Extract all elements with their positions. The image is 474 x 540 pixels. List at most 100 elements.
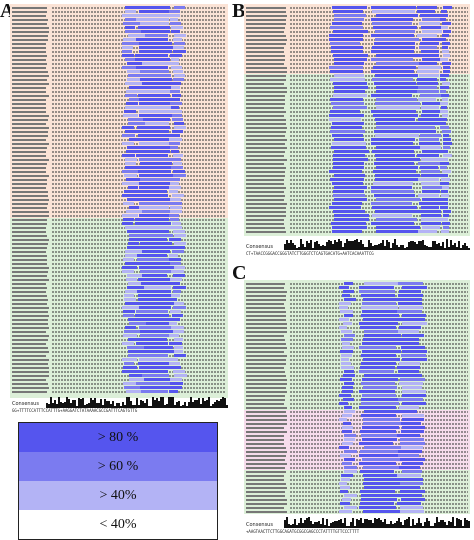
consensus-bar [418, 241, 420, 250]
conserved-block [361, 362, 396, 365]
sequence-label [246, 130, 286, 133]
conserved-block [375, 102, 420, 105]
conserved-block [443, 6, 452, 9]
consensus-bar [414, 525, 416, 528]
conserved-block [359, 286, 394, 289]
sequence-label [246, 18, 286, 21]
sequence-label [12, 162, 47, 165]
conserved-block [422, 18, 443, 21]
alignment-row [10, 234, 228, 237]
conserved-block [124, 330, 140, 333]
consensus-bar [84, 405, 86, 408]
consensus-bar [80, 399, 82, 408]
alignment-row [244, 62, 470, 65]
alignment-row [244, 90, 470, 93]
consensus-bar [324, 246, 326, 250]
conserved-block [401, 354, 426, 357]
sequence-label [12, 222, 47, 225]
conserved-block [330, 70, 363, 73]
alignment-row [10, 362, 228, 365]
consensus-bar [444, 248, 446, 250]
conserved-block [362, 350, 401, 353]
conserved-block [440, 38, 446, 41]
conserved-block [172, 114, 182, 117]
conserved-block [440, 162, 449, 165]
consensus-bar [326, 519, 328, 528]
conserved-block [169, 322, 177, 325]
conserved-block [122, 194, 135, 197]
sequence-label [12, 38, 48, 41]
alignment-row [10, 86, 228, 89]
conserved-block [364, 410, 400, 413]
conserved-block [135, 58, 170, 61]
conserved-block [127, 246, 138, 249]
conserved-block [138, 6, 170, 9]
conserved-block [344, 494, 357, 497]
conserved-block [340, 454, 351, 457]
conserved-block [171, 326, 184, 329]
conserved-block [170, 158, 181, 161]
consensus-bar [370, 520, 372, 528]
alignment-row [244, 202, 470, 205]
conserved-block [440, 90, 446, 93]
alignment-row [244, 362, 470, 365]
alignment-row [244, 394, 470, 397]
conserved-block [402, 314, 426, 317]
conserved-block [371, 110, 416, 113]
sequence-label [246, 210, 286, 213]
conserved-block [443, 138, 451, 141]
consensus-bar [150, 406, 152, 408]
conserved-block [443, 134, 449, 137]
consensus-bar [456, 518, 458, 528]
conserved-block [123, 22, 140, 25]
sequence-label [12, 242, 48, 245]
alignment-row [244, 478, 470, 481]
conserved-block [344, 382, 354, 385]
alignment-row [244, 78, 470, 81]
conserved-block [125, 18, 136, 21]
conserved-block [139, 50, 172, 53]
conserved-block [171, 26, 183, 29]
alignment-row [10, 50, 228, 53]
conserved-block [442, 130, 451, 133]
conserved-block [372, 214, 412, 217]
sequence-label [246, 14, 287, 17]
sequence-label [246, 226, 285, 229]
conserved-block [129, 206, 139, 209]
alignment-row [10, 22, 228, 25]
consensus-bar [384, 246, 386, 250]
consensus-bar [450, 240, 452, 250]
conserved-block [371, 70, 414, 73]
conserved-block [417, 78, 437, 81]
conserved-block [339, 418, 347, 421]
conserved-block [343, 422, 351, 425]
conserved-block [376, 146, 421, 149]
conserved-block [125, 254, 137, 257]
alignment-row [10, 226, 228, 229]
conserved-block [140, 162, 172, 165]
conserved-block [361, 294, 395, 297]
consensus-bar [220, 399, 222, 408]
conserved-block [417, 54, 439, 57]
alignment-row [10, 338, 228, 341]
conserved-block [136, 342, 168, 345]
alignment-row [10, 282, 228, 285]
sequence-label [246, 286, 284, 289]
conserved-block [343, 290, 354, 293]
alignment-row [244, 374, 470, 377]
alignment-row [244, 486, 470, 489]
sequence-label [12, 190, 48, 193]
conserved-block [400, 490, 425, 493]
sequence-label [12, 10, 47, 13]
conserved-block [140, 270, 173, 273]
conserved-block [344, 458, 355, 461]
conserved-block [122, 54, 134, 57]
consensus-bar [88, 403, 90, 408]
conserved-block [397, 434, 420, 437]
conserved-block [374, 194, 415, 197]
conserved-block [329, 114, 364, 117]
conserved-block [135, 382, 171, 385]
consensus-bar [330, 523, 332, 528]
conserved-block [417, 90, 439, 93]
conserved-block [398, 398, 423, 401]
